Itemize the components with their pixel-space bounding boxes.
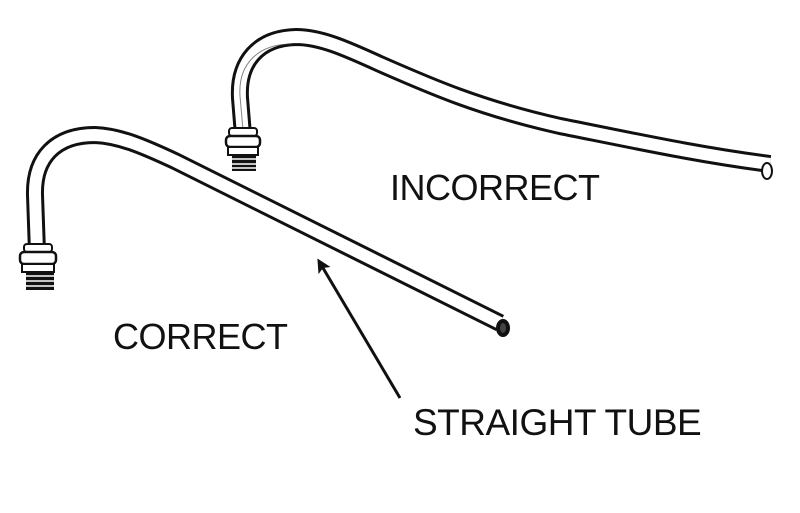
straight-tube-arrow [323, 268, 400, 398]
correct-tube [20, 135, 510, 337]
incorrect-label: INCORRECT [390, 167, 600, 209]
straight-tube-label: STRAIGHT TUBE [413, 402, 701, 444]
correct-tube-fitting [20, 244, 56, 290]
incorrect-tube [226, 37, 772, 179]
correct-label: CORRECT [113, 316, 288, 358]
incorrect-tube-fitting [226, 128, 260, 171]
